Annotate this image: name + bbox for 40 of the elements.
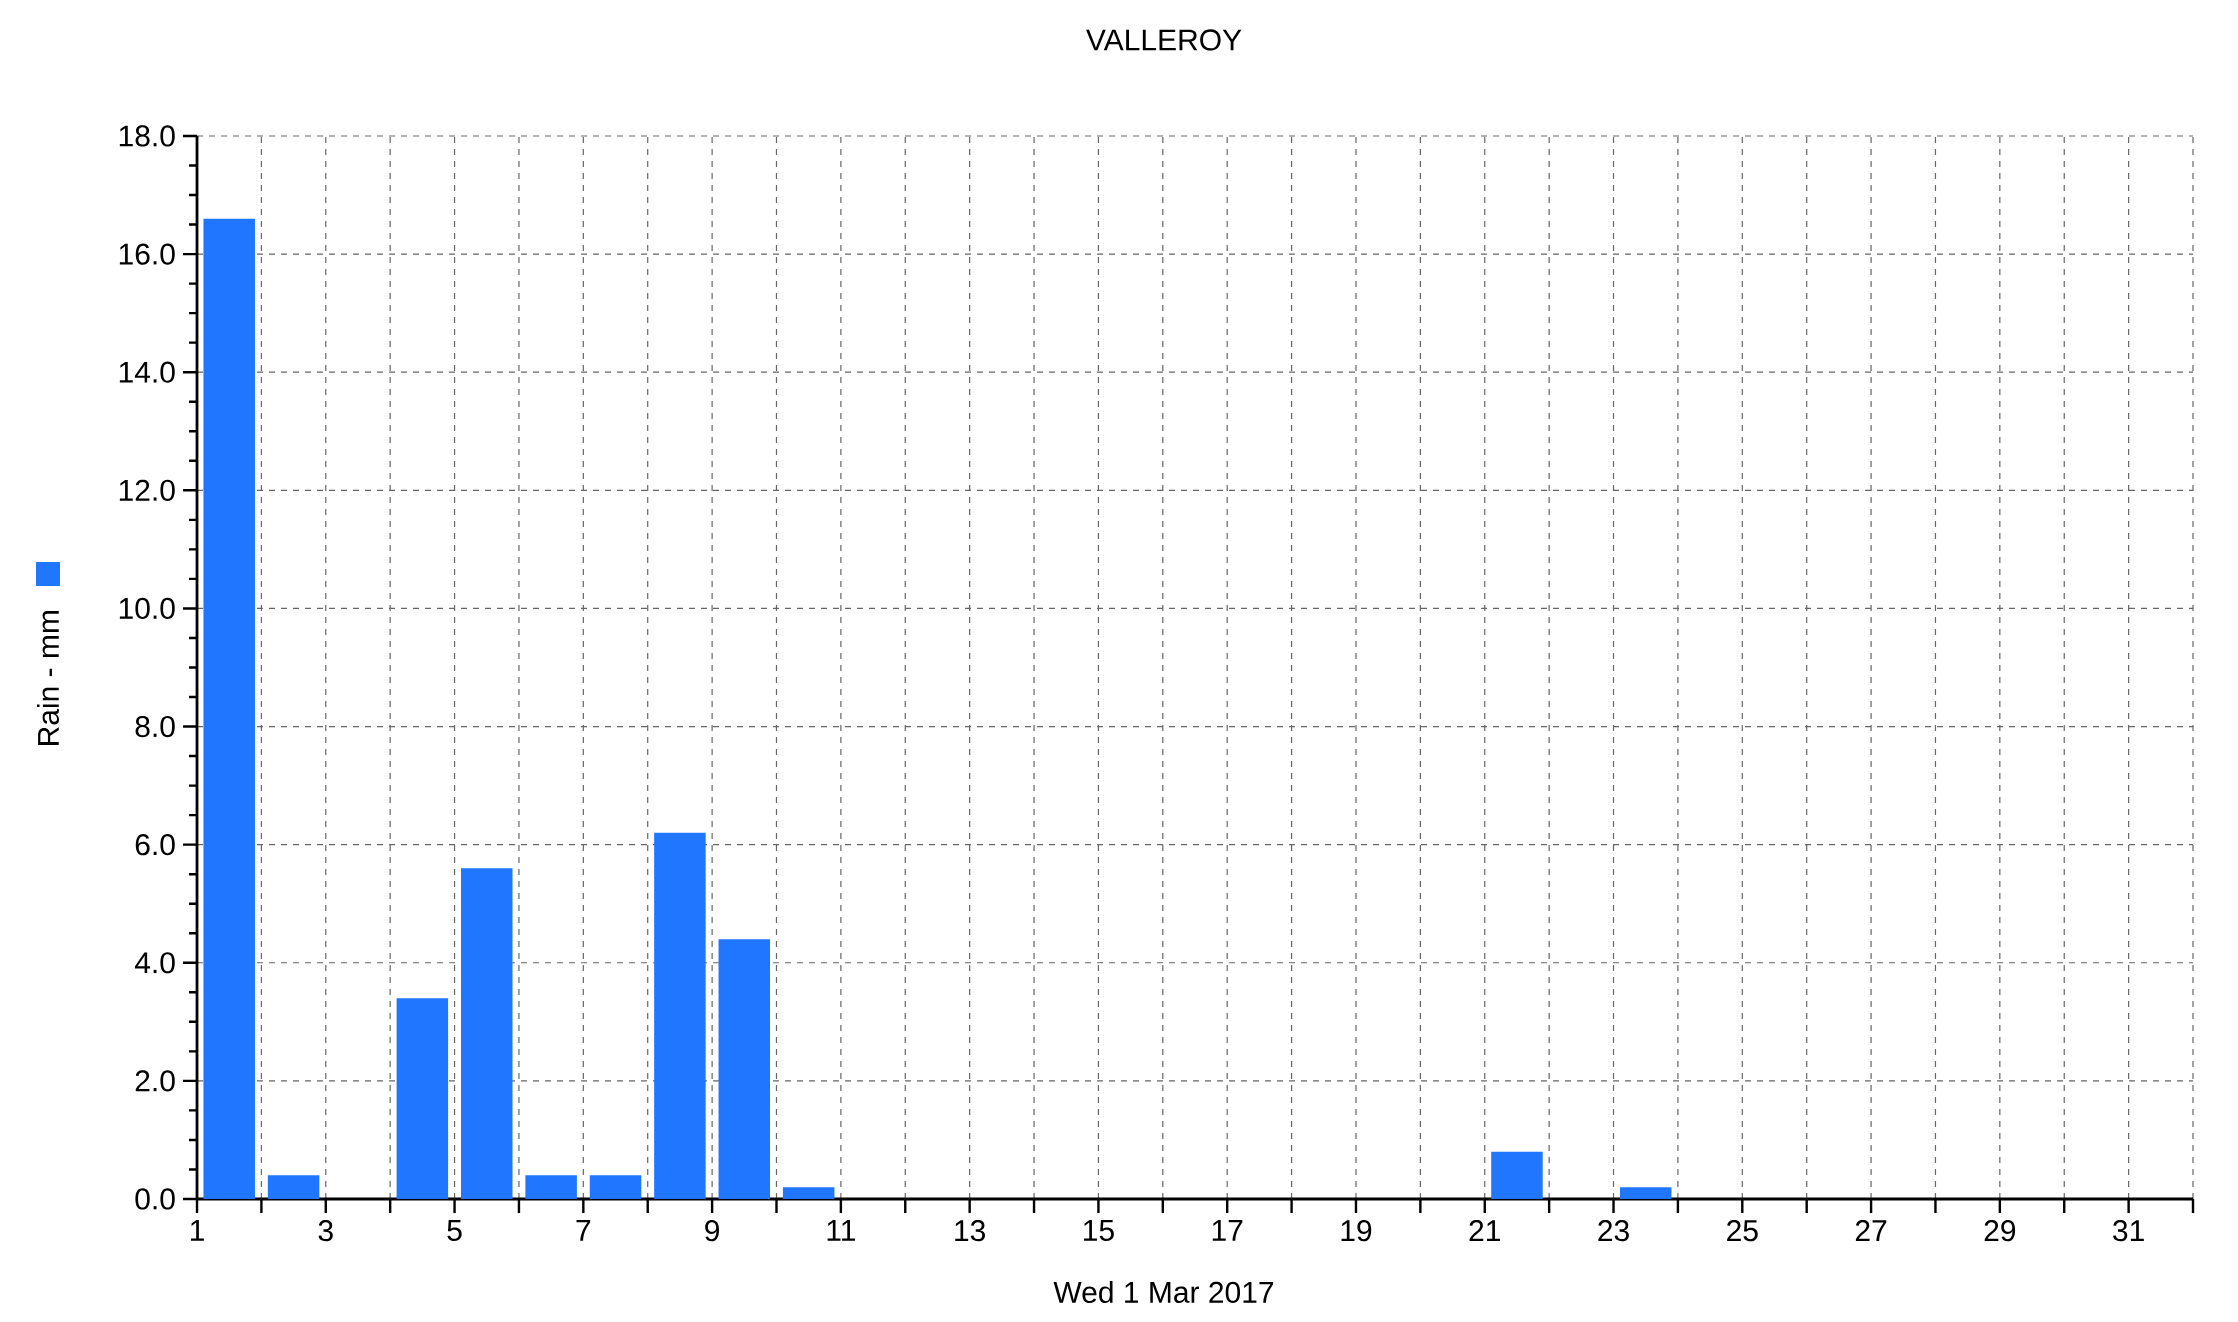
y-tick-label: 4.0 bbox=[134, 952, 175, 974]
x-tick-label: 9 bbox=[705, 1220, 720, 1242]
x-tick-label: 21 bbox=[1469, 1220, 1500, 1241]
y-tick-label: 8.0 bbox=[135, 715, 175, 738]
legend-label: Rain - mm bbox=[37, 611, 60, 745]
x-tick-label: 13 bbox=[955, 1220, 986, 1242]
bar bbox=[460, 868, 513, 1199]
bar bbox=[396, 998, 449, 1199]
bar bbox=[1491, 1151, 1543, 1199]
y-tick-label: 16.0 bbox=[119, 243, 175, 265]
x-tick-label: 19 bbox=[1341, 1220, 1372, 1242]
x-tick-label: 23 bbox=[1598, 1220, 1629, 1242]
x-tick-label: 7 bbox=[576, 1220, 591, 1241]
x-tick-label: 31 bbox=[2113, 1220, 2144, 1242]
bar bbox=[782, 1187, 835, 1199]
x-tick-label: 15 bbox=[1084, 1220, 1114, 1241]
x-tick-label: 25 bbox=[1727, 1220, 1758, 1242]
x-tick-label: 1 bbox=[190, 1220, 204, 1241]
bar bbox=[589, 1175, 642, 1199]
y-tick-label: 14.0 bbox=[119, 361, 175, 383]
x-tick-label: 29 bbox=[1984, 1220, 2016, 1242]
bar bbox=[203, 218, 255, 1199]
x-tick-label: 5 bbox=[447, 1220, 462, 1241]
y-tick-label: 0.0 bbox=[135, 1188, 175, 1210]
y-tick-label: 18.0 bbox=[119, 125, 175, 147]
y-tick-label: 12.0 bbox=[119, 479, 175, 501]
y-tick-label: 2.0 bbox=[135, 1070, 175, 1092]
y-tick-label: 6.0 bbox=[135, 834, 175, 856]
bar bbox=[718, 939, 771, 1199]
chart-title: VALLEROY bbox=[1086, 29, 1242, 51]
bar bbox=[267, 1175, 320, 1199]
bar bbox=[1619, 1187, 1672, 1199]
x-tick-label: 3 bbox=[318, 1220, 333, 1242]
x-tick-label: 17 bbox=[1212, 1220, 1243, 1241]
x-axis-title: Wed 1 Mar 2017 bbox=[1053, 1280, 1274, 1303]
bar bbox=[525, 1175, 577, 1199]
y-tick-label: 10.0 bbox=[119, 597, 175, 620]
x-tick-label: 11 bbox=[827, 1220, 855, 1241]
x-tick-label: 27 bbox=[1855, 1220, 1887, 1241]
bar bbox=[654, 832, 706, 1199]
